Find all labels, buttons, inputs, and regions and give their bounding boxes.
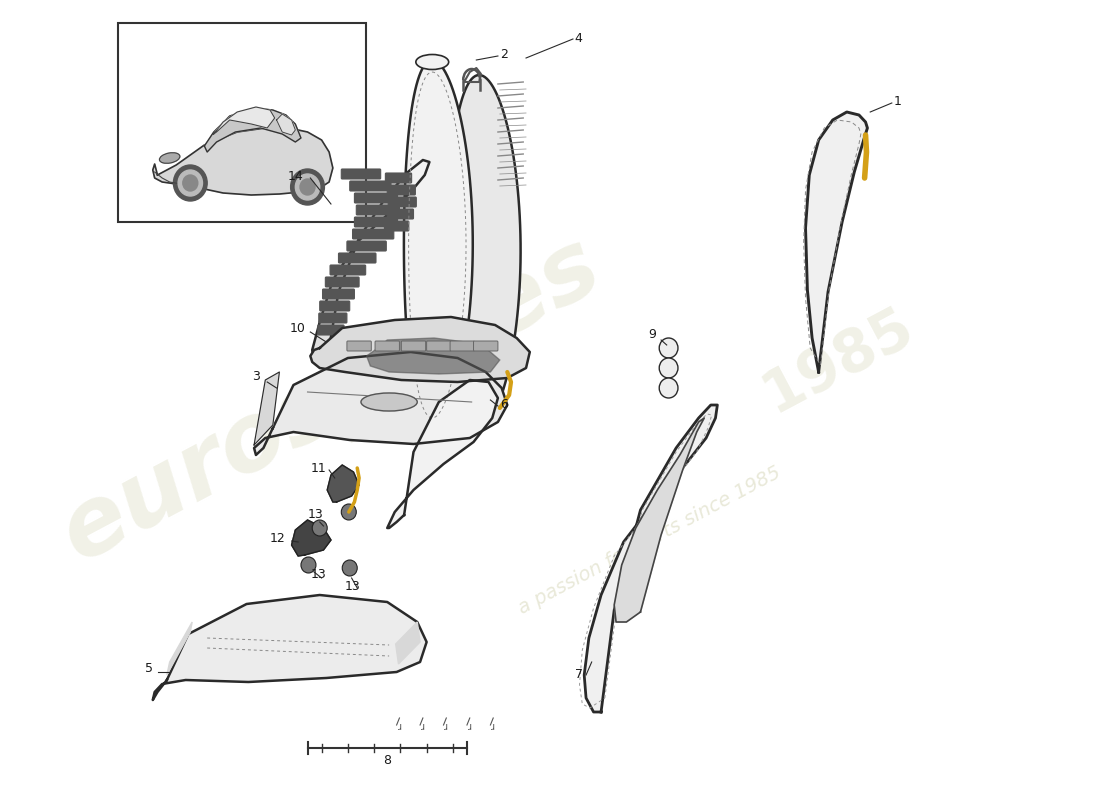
FancyBboxPatch shape <box>322 289 354 299</box>
Ellipse shape <box>416 54 449 70</box>
Polygon shape <box>292 520 331 556</box>
Polygon shape <box>254 352 507 455</box>
FancyBboxPatch shape <box>387 185 416 195</box>
FancyBboxPatch shape <box>318 325 344 335</box>
FancyBboxPatch shape <box>388 197 416 207</box>
FancyBboxPatch shape <box>427 341 451 351</box>
Text: 12: 12 <box>270 532 286 545</box>
Text: a passion for parts since 1985: a passion for parts since 1985 <box>516 462 784 618</box>
Text: 9: 9 <box>648 328 656 341</box>
Circle shape <box>295 174 320 200</box>
FancyBboxPatch shape <box>346 341 372 351</box>
Text: ɹ: ɹ <box>444 722 449 732</box>
Circle shape <box>341 504 356 520</box>
FancyBboxPatch shape <box>473 341 498 351</box>
Text: 13: 13 <box>345 580 361 593</box>
Text: 6: 6 <box>499 398 508 411</box>
FancyBboxPatch shape <box>354 217 397 227</box>
FancyBboxPatch shape <box>352 229 394 239</box>
Circle shape <box>659 378 678 398</box>
FancyBboxPatch shape <box>330 265 365 275</box>
Polygon shape <box>387 380 498 528</box>
FancyBboxPatch shape <box>375 341 399 351</box>
Text: 8: 8 <box>383 754 392 767</box>
Polygon shape <box>276 114 295 135</box>
Text: 5: 5 <box>145 662 153 675</box>
FancyBboxPatch shape <box>402 341 426 351</box>
Text: 3: 3 <box>252 370 260 383</box>
Polygon shape <box>805 112 868 372</box>
Text: ɹ: ɹ <box>492 722 495 732</box>
Text: 13: 13 <box>310 568 326 581</box>
Text: ɹ: ɹ <box>421 722 425 732</box>
FancyBboxPatch shape <box>320 301 350 311</box>
Circle shape <box>659 358 678 378</box>
Polygon shape <box>205 108 301 152</box>
Text: 2: 2 <box>499 48 508 61</box>
Circle shape <box>301 557 316 573</box>
Text: 13: 13 <box>308 508 323 521</box>
Circle shape <box>174 165 207 201</box>
Polygon shape <box>213 107 275 134</box>
Polygon shape <box>167 622 192 675</box>
Polygon shape <box>448 75 520 426</box>
FancyBboxPatch shape <box>356 205 399 215</box>
Polygon shape <box>366 338 499 374</box>
Circle shape <box>342 560 358 576</box>
Text: 11: 11 <box>310 462 326 475</box>
Text: 4: 4 <box>575 32 583 45</box>
FancyBboxPatch shape <box>384 221 409 231</box>
Polygon shape <box>312 160 429 362</box>
FancyBboxPatch shape <box>339 253 376 263</box>
FancyBboxPatch shape <box>385 173 411 183</box>
Polygon shape <box>254 372 279 445</box>
FancyBboxPatch shape <box>387 209 414 219</box>
Polygon shape <box>153 128 333 195</box>
Polygon shape <box>310 317 530 382</box>
Circle shape <box>290 169 324 205</box>
Polygon shape <box>327 465 359 502</box>
FancyBboxPatch shape <box>341 169 381 179</box>
Text: ɹ: ɹ <box>397 722 401 732</box>
Polygon shape <box>614 418 704 622</box>
Polygon shape <box>153 595 427 700</box>
Circle shape <box>312 520 327 536</box>
Text: 10: 10 <box>289 322 306 335</box>
Circle shape <box>183 175 198 191</box>
FancyBboxPatch shape <box>326 277 359 287</box>
FancyBboxPatch shape <box>350 181 390 191</box>
FancyBboxPatch shape <box>118 23 365 222</box>
Circle shape <box>178 170 202 196</box>
Polygon shape <box>584 405 717 712</box>
Text: eurospares: eurospares <box>45 219 616 581</box>
Text: 1: 1 <box>893 95 902 108</box>
FancyBboxPatch shape <box>354 193 397 203</box>
Text: 1985: 1985 <box>752 297 923 423</box>
Text: ɹ: ɹ <box>468 722 472 732</box>
Ellipse shape <box>160 153 180 163</box>
FancyBboxPatch shape <box>346 241 386 251</box>
Polygon shape <box>396 622 420 664</box>
FancyBboxPatch shape <box>450 341 474 351</box>
Circle shape <box>659 338 678 358</box>
Text: 7: 7 <box>575 668 583 681</box>
Ellipse shape <box>361 393 417 411</box>
Circle shape <box>300 179 315 195</box>
Polygon shape <box>404 60 473 428</box>
Text: 14: 14 <box>288 170 304 183</box>
FancyBboxPatch shape <box>319 313 346 323</box>
